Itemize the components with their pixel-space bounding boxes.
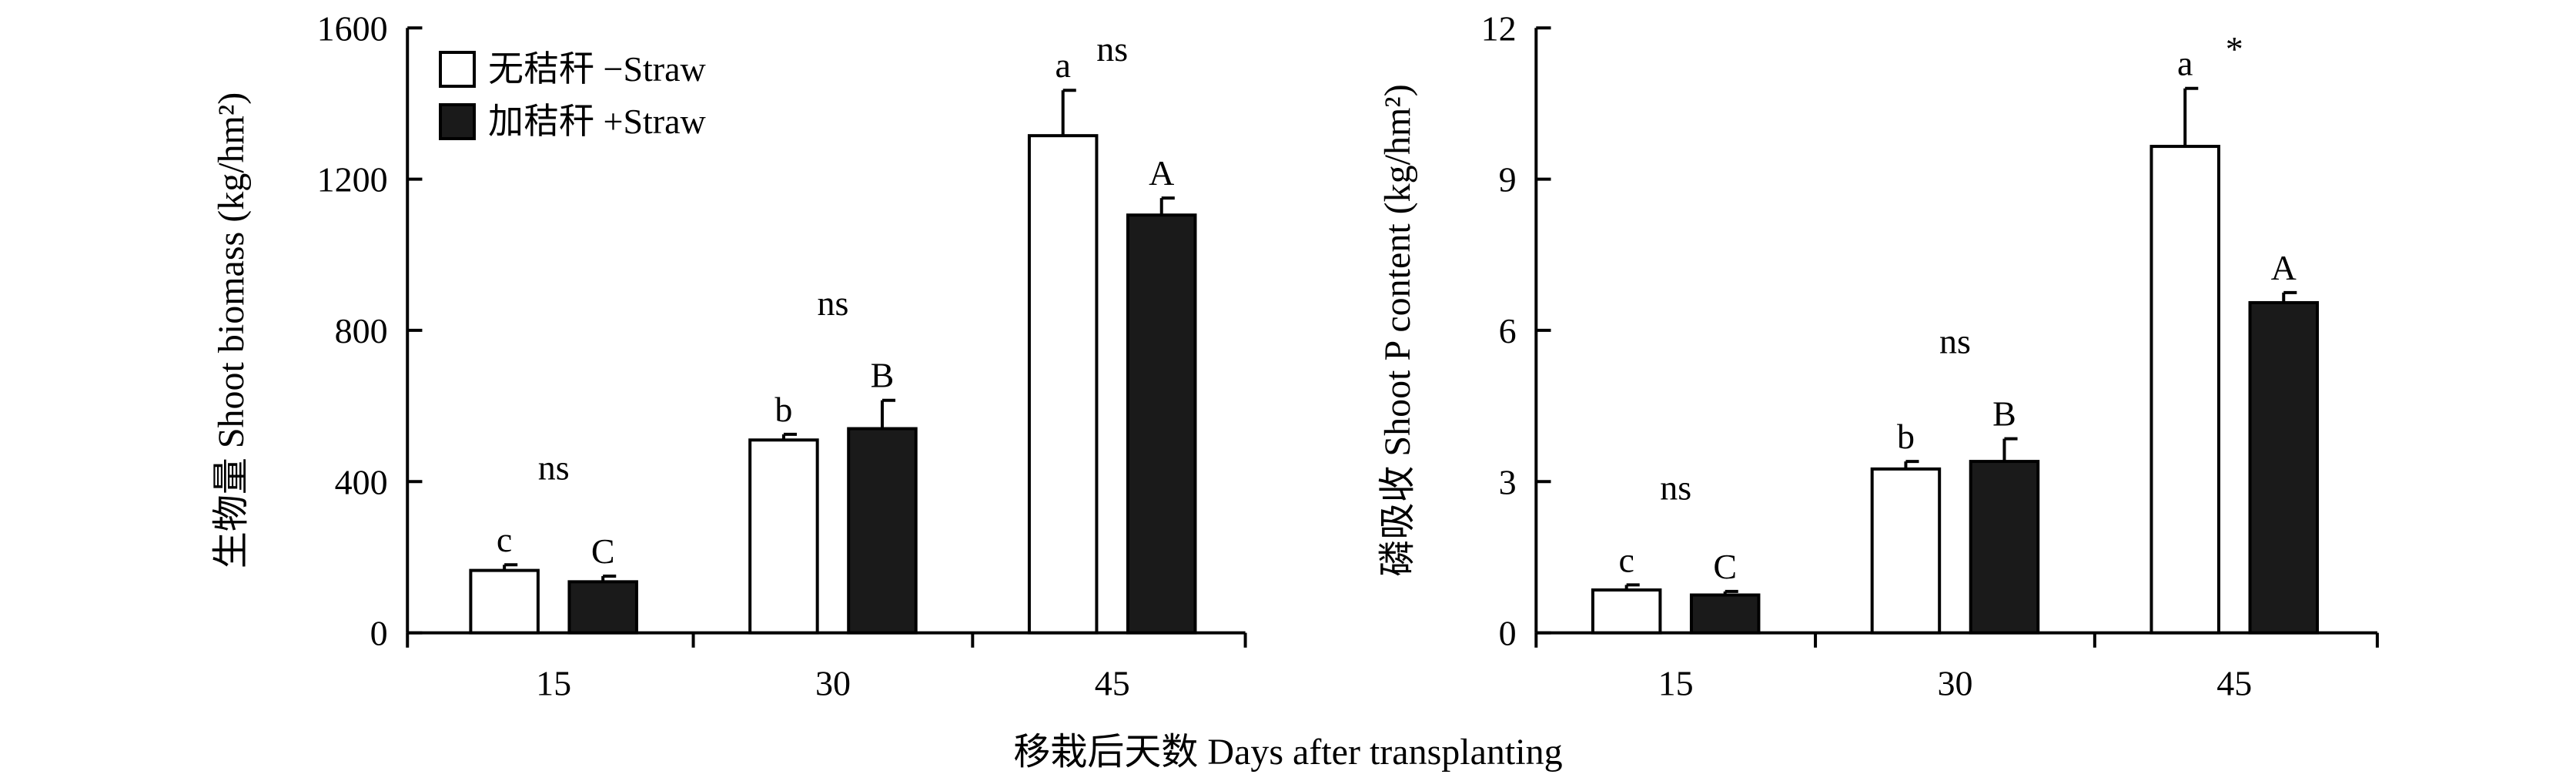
bar-no-straw — [1591, 588, 1662, 635]
legend-label-no-straw: 无秸秆 −Straw — [488, 49, 707, 89]
y-tick-label: 12 — [1481, 8, 1517, 48]
group-significance: ns — [1096, 29, 1128, 69]
y-tick-label: 9 — [1499, 160, 1517, 199]
y-tick-label: 3 — [1499, 462, 1517, 501]
legend: 无秸秆 −Straw 加秸秆 +Straw — [439, 49, 707, 141]
bar-no-straw — [748, 438, 819, 635]
biomass-panel: 0 400 800 1200 1600 15 c Cns 30 b Bns 45 a Ans 生物量 Sho… — [211, 8, 1247, 703]
bar-straw — [1689, 593, 1761, 635]
group-significance: ns — [1939, 322, 1971, 361]
x-tick-label: 30 — [815, 664, 851, 703]
x-axis-title: 移栽后天数 Days after transplanting — [1013, 732, 1562, 773]
y-tick-label: 1200 — [317, 160, 388, 199]
bar-straw — [847, 427, 918, 635]
bar-no-straw — [469, 568, 540, 635]
bar-no-straw — [1027, 134, 1099, 635]
legend-swatch-straw — [439, 103, 476, 140]
y-tick-label: 6 — [1499, 311, 1517, 350]
group-significance: ns — [817, 283, 848, 323]
group-significance: * — [2226, 29, 2243, 69]
y-tick-label: 0 — [1499, 614, 1517, 653]
y-tick-label: 400 — [335, 462, 388, 501]
bar-straw — [1126, 213, 1197, 635]
y-tick-label: 800 — [335, 311, 388, 350]
p-content-panel: 0 3 6 9 12 15 c Cns 30 b Bns 45 a A * 磷吸收 Shoot P conte… — [1377, 8, 2379, 703]
x-tick-label: 15 — [1658, 664, 1694, 703]
significance-letter: B — [1992, 394, 2016, 434]
y-axis-title: 磷吸收 Shoot P content (kg/hm²) — [1377, 84, 1418, 576]
x-tick-label: 45 — [1095, 664, 1130, 703]
x-tick-label: 30 — [1937, 664, 1972, 703]
bar-straw — [567, 580, 638, 635]
significance-letter: A — [1149, 153, 1174, 193]
significance-letter: A — [2271, 248, 2297, 287]
legend-label-straw: 加秸秆 +Straw — [488, 102, 707, 141]
significance-letter: C — [591, 531, 615, 571]
bar-no-straw — [1870, 467, 1942, 635]
significance-letter: b — [1897, 417, 1915, 456]
group-significance: ns — [538, 447, 570, 487]
significance-letter: c — [497, 520, 512, 559]
significance-letter: b — [774, 390, 792, 429]
x-tick-label: 45 — [2216, 664, 2252, 703]
legend-swatch-no-straw — [439, 51, 476, 88]
group-significance: ns — [1660, 468, 1691, 507]
bar-no-straw — [2149, 145, 2220, 635]
significance-letter: c — [1618, 540, 1634, 579]
significance-letter: a — [1055, 45, 1070, 85]
bar-straw — [2248, 300, 2320, 635]
y-tick-label: 0 — [370, 614, 388, 653]
significance-letter: a — [2177, 44, 2193, 83]
x-tick-label: 15 — [536, 664, 571, 703]
y-tick-label: 1600 — [317, 8, 388, 48]
significance-letter: B — [871, 356, 895, 395]
y-axis-title: 生物量 Shoot biomass (kg/hm²) — [211, 92, 252, 568]
bar-straw — [1969, 460, 2040, 635]
significance-letter: C — [1713, 547, 1737, 586]
